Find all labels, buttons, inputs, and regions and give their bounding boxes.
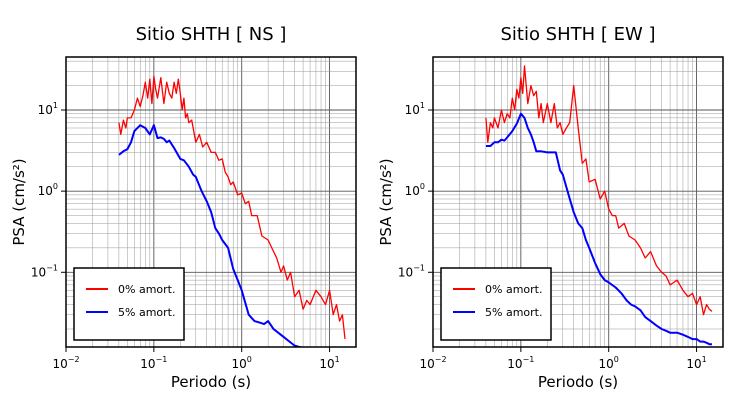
legend-box [73,267,185,341]
x-axis-label: Periodo (s) [171,373,251,391]
y-axis-label: PSA (cm/s²) [10,158,28,245]
x-tick-label: 10−1 [140,355,167,371]
x-tick-label: 100 [599,355,619,371]
y-tick-label: 101 [405,101,425,117]
y-tick-label: 10−1 [31,263,58,279]
x-tick-label: 101 [686,355,706,371]
legend-box [440,267,552,341]
chart-title: Sitio SHTH [ NS ] [136,24,287,45]
legend-label: 5% amort. [485,306,542,319]
chart-panel-1: 10−2 10−1 100 101 10−1 100 101 Sitio SHTH [ NS … [10,24,357,391]
x-tick-label: 101 [319,355,339,371]
series-group [485,65,713,346]
chart-title: Sitio SHTH [ EW ] [500,24,655,45]
legend: 0% amort. 5% amort. [440,267,552,341]
plot-frame [65,56,357,348]
series-line-amort-5 [485,112,712,346]
x-tick-label: 10−2 [52,355,79,371]
legend-label: 0% amort. [485,283,542,296]
legend-label: 0% amort. [118,283,175,296]
x-tick-label: 10−2 [419,355,446,371]
y-tick-label: 101 [38,101,58,117]
x-tick-label: 10−1 [507,355,534,371]
legend-label: 5% amort. [118,306,175,319]
legend: 0% amort. 5% amort. [73,267,185,341]
y-tick-label: 100 [405,182,425,198]
series-line-amort-0 [118,75,346,340]
x-tick-label: 100 [232,355,252,371]
y-tick-label: 10−1 [398,263,425,279]
y-axis-label: PSA (cm/s²) [377,158,395,245]
series-line-amort-0 [485,65,713,316]
plot-frame [432,56,724,348]
series-line-amort-5 [118,124,305,347]
y-tick-label: 100 [38,182,58,198]
x-axis-label: Periodo (s) [538,373,618,391]
series-group [118,75,346,347]
chart-panel-2: 10−2 10−1 100 101 10−1 100 101 Sitio SHTH [ EW … [377,24,724,391]
